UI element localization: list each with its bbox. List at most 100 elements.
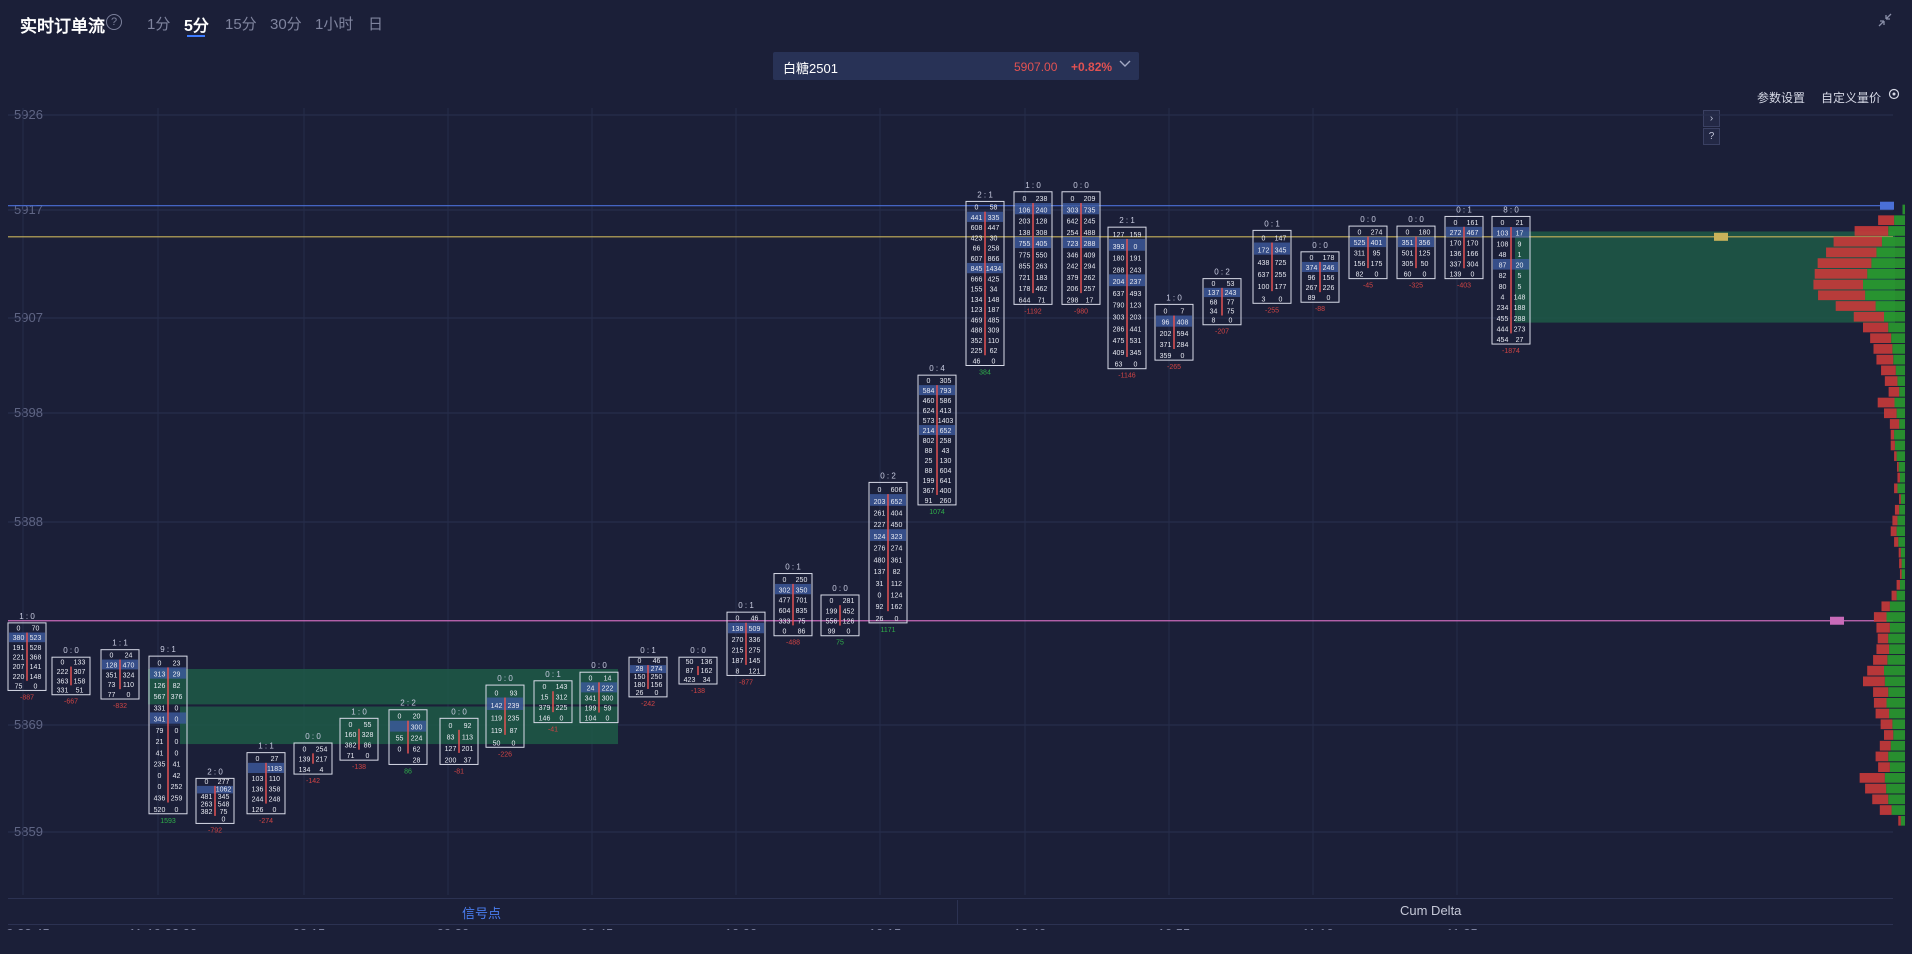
candle-ask-value: 312: [556, 695, 568, 702]
signal-points-label[interactable]: 信号点: [462, 906, 502, 921]
candle-bid-value: 0: [543, 684, 547, 691]
candle-body: [195, 777, 235, 824]
volume-profile-ask-bar: [1859, 773, 1885, 783]
candle-ask-value: 523: [30, 635, 42, 642]
collapse-icon[interactable]: [1878, 13, 1892, 30]
cum-delta-label[interactable]: Cum Delta: [1400, 903, 1462, 918]
tab-1hour[interactable]: 1小时: [315, 16, 354, 33]
volume-profile-bid-bar: [1884, 311, 1905, 322]
candle-ask-value: 187: [988, 307, 1000, 314]
candle-header: 1 : 0: [19, 612, 35, 621]
candle-ask-value: 441: [1130, 326, 1142, 333]
tab-day[interactable]: 日: [368, 16, 384, 33]
volume-profile-bid-bar: [1888, 794, 1905, 805]
candle-bid-value: 178: [1019, 286, 1031, 293]
candle-bid-value: 525: [1354, 240, 1366, 247]
candle-ask-value: 147: [1275, 236, 1287, 243]
candle-ask-value: 0: [606, 716, 610, 723]
candle-ask-value: 404: [891, 511, 903, 518]
candle-ask-value: 409: [1084, 252, 1096, 259]
x-tick-label: 09:30: [437, 926, 470, 930]
volume-profile-bid-bar: [1889, 622, 1905, 633]
volume-profile-ask-bar: [1854, 226, 1889, 236]
candle-ask-value: 110: [988, 338, 999, 345]
candle-ask-value: 113: [462, 734, 473, 741]
candle-ask-value: 110: [269, 776, 280, 783]
candle-ask-value: 156: [1323, 275, 1335, 282]
candle-bid-value: 331: [57, 688, 69, 695]
candle-ask-value: 240: [1036, 207, 1048, 214]
volume-profile-ask-bar: [1814, 268, 1868, 279]
candle-bid-value: 82: [1499, 273, 1507, 280]
candle-bid-value: 604: [779, 608, 791, 615]
x-tick-label: 10:15: [869, 926, 902, 930]
volume-profile-bid-bar: [1894, 429, 1905, 440]
candle-ask-value: 0: [175, 728, 179, 735]
candle-bid-value: 142: [491, 703, 503, 710]
symbol-selector[interactable]: 白糖2501 5907.00 +0.82%: [773, 52, 1139, 80]
candle-bid-value: 270: [732, 637, 744, 644]
candle-bid-value: 136: [252, 786, 264, 793]
chart-help-button[interactable]: ?: [1703, 128, 1720, 145]
candle-ask-value: 260: [940, 498, 952, 505]
candle-bid-value: 637: [1258, 272, 1270, 279]
candle-header: 0 : 0: [1408, 215, 1424, 224]
candle-ask-value: 41: [173, 762, 181, 769]
candle-ask-value: 0: [560, 716, 564, 723]
candle-header: 1 : 0: [1166, 293, 1182, 302]
candle-header: 0 : 0: [63, 646, 79, 655]
volume-profile-bid-bar: [1896, 408, 1905, 419]
candle-delta: -1874: [1502, 348, 1520, 355]
candle-ask-value: 46: [751, 616, 759, 623]
candle-bid-value: 26: [876, 616, 884, 623]
tab-1min[interactable]: 1分: [147, 16, 171, 33]
candle-bid-value: 351: [106, 672, 118, 679]
candle-bid-value: 790: [1113, 303, 1125, 310]
candle-ask-value: 604: [940, 468, 952, 475]
footprint-chart[interactable]: 59265917590758985888586958599 22:4511-19…: [0, 100, 1912, 930]
candle-delta: -832: [113, 703, 127, 710]
candle-ask-value: 335: [988, 215, 1000, 222]
params-settings-link[interactable]: 参数设置: [1757, 91, 1806, 105]
value-area: [148, 668, 618, 705]
candle-bid-value: 303: [1113, 315, 1125, 322]
volume-profile-ask-bar: [1894, 483, 1898, 494]
x-tick-label: 11:10: [1302, 926, 1334, 930]
candle-ask-value: 175: [1371, 261, 1383, 268]
candle-delta: -980: [1074, 308, 1088, 315]
candle-bid-value: 352: [971, 338, 983, 345]
candle-ask-value: 5: [1518, 284, 1522, 291]
tab-30min[interactable]: 30分: [270, 16, 302, 33]
custom-price-link[interactable]: 自定义量价: [1821, 91, 1882, 105]
candle-body: [1491, 215, 1531, 345]
gear-icon[interactable]: [1888, 88, 1900, 103]
candle-body: [1300, 251, 1340, 303]
expand-panel-button[interactable]: ›: [1703, 110, 1720, 127]
candle-ask-value: 323: [891, 534, 903, 541]
candle-ask-value: 277: [218, 779, 230, 786]
candle-bid-value: 0: [1164, 309, 1168, 316]
x-tick-label: 09:45: [581, 926, 614, 930]
candle-delta: -81: [454, 768, 464, 775]
candle-bid-value: 460: [923, 398, 935, 405]
candle-bid-value: 584: [923, 388, 935, 395]
help-icon[interactable]: ?: [106, 14, 122, 30]
tab-15min[interactable]: 15分: [225, 16, 257, 33]
candle-bid-value: 46: [973, 359, 981, 366]
candle-ask-value: 652: [891, 499, 903, 506]
candle-bid-value: 138: [1019, 230, 1031, 237]
candle-ask-value: 0: [175, 807, 179, 814]
x-tick-label: 11:25: [1446, 926, 1478, 930]
candle-bid-value: 137: [874, 569, 886, 576]
candle-bid-value: 75: [15, 683, 23, 690]
volume-profile-bid-bar: [1893, 354, 1905, 365]
candle-bid-value: 637: [1113, 291, 1125, 298]
candle-bid-value: 0: [349, 722, 353, 729]
candle-ask-value: 24: [125, 653, 133, 660]
candle-bid-value: 199: [923, 478, 935, 485]
symbol-change: +0.82%: [1071, 60, 1113, 74]
chevron-down-icon[interactable]: [1119, 58, 1131, 73]
candle-ask-value: 425: [988, 276, 1000, 283]
tab-5min[interactable]: 5分: [184, 18, 209, 35]
x-tick-label: 9 22:45: [6, 926, 49, 930]
